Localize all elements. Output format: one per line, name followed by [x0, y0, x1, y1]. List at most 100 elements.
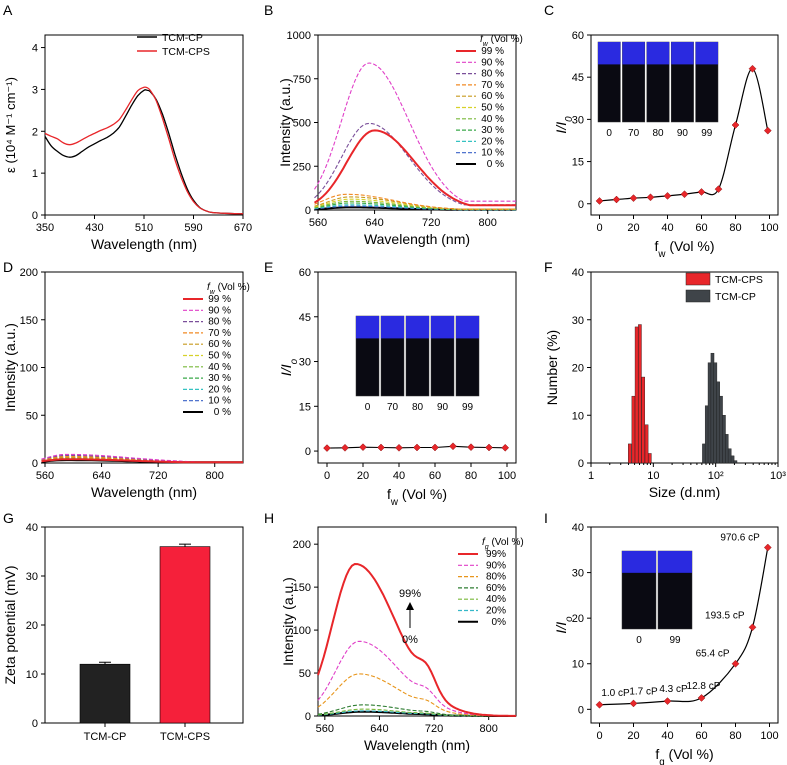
y-axis-label: Intensity (a.u.) — [280, 577, 296, 666]
inset-vial-cap — [658, 551, 692, 573]
histogram-bar-tcm-cp — [704, 405, 709, 464]
legend-label: 50 % — [208, 351, 231, 362]
panel-i-ytick-label: 30 — [572, 568, 584, 580]
panel-d-ytick-label: 50 — [26, 410, 38, 422]
inset-label: 99 — [669, 635, 681, 646]
y-axis-label: Number (%) — [544, 330, 560, 405]
inset-vial-cap — [646, 42, 670, 65]
panel-f: F 1 10 10² 10³ 0 10 20 30 40 Number (%) Size (d.nm)… — [544, 259, 786, 500]
inset-vial-cap — [598, 42, 621, 65]
panel-h-ytick-label: 100 — [293, 625, 311, 637]
legend-label: 0% — [492, 617, 507, 628]
panel-a-ytick-label: 2 — [32, 126, 38, 138]
inset-label: 99 — [462, 402, 474, 413]
legend-label: 60 % — [208, 339, 231, 350]
panel-i-xtick-label: 0 — [596, 730, 602, 742]
panel-a-xtick-label: 510 — [135, 222, 153, 234]
data-point — [595, 197, 604, 205]
y-axis-label: I/Io — [278, 358, 300, 376]
data-point — [341, 443, 349, 452]
category-label: TCM-CP — [84, 731, 127, 743]
data-point — [748, 623, 757, 632]
data-point — [663, 192, 672, 200]
panel-f-ytick-label: 10 — [572, 410, 584, 422]
inset-label: 90 — [677, 128, 689, 139]
inset-vial-cap — [381, 316, 404, 339]
panel-e: E 0 20 40 60 80 100 0 15 30 45 60 0 70 80 90 99 I/Io fw (V… — [264, 259, 517, 508]
panel-d-xtick-label: 800 — [206, 470, 224, 482]
spectrum-line-60pct — [317, 704, 516, 717]
x-axis-label: Size (d.nm) — [649, 484, 721, 500]
panel-i-frame — [590, 526, 779, 724]
data-point — [763, 543, 772, 552]
histogram-bar-tcm-cp — [730, 455, 735, 464]
viscosity-label: 65.4 cP — [696, 649, 730, 660]
panel-e-frame — [317, 271, 517, 464]
legend-label: 20 % — [481, 136, 504, 147]
panel-a-ytick-label: 1 — [32, 168, 38, 180]
panel-b-xtick-label: 800 — [479, 217, 497, 229]
spectrum-line-tcm-cp — [44, 89, 244, 215]
legend-label: 99% — [486, 549, 506, 560]
data-point — [714, 185, 723, 193]
x-axis-label: fw (Vol %) — [655, 238, 715, 260]
legend-label: 90 % — [208, 305, 231, 316]
panel-a: A 350 430 510 590 670 0 1 2 3 4 ε (10⁴ M⁻¹ cm⁻¹) Wav… — [3, 2, 252, 252]
panel-f-ytick-label: 0 — [578, 458, 584, 470]
panel-letter: H — [264, 510, 274, 526]
panel-h-ytick-label: 50 — [299, 668, 311, 680]
panel-b-xtick-label: 720 — [422, 217, 440, 229]
panel-e-ytick-label: 15 — [299, 401, 311, 413]
histogram-bar-tcm-cp — [713, 362, 718, 464]
legend-label: 70 % — [208, 328, 231, 339]
panel-e-xtick-label: 40 — [393, 470, 405, 482]
annotation-bottom: 0% — [402, 634, 418, 646]
panel-b: B 560 640 720 800 0 250 500 750 1000 Intensity (a.… — [264, 2, 523, 247]
viscosity-label: 1.7 cP — [629, 686, 658, 697]
legend-swatch — [685, 289, 711, 303]
panel-b-ytick-label: 1000 — [287, 30, 311, 42]
legend-label: TCM-CPS — [715, 274, 763, 286]
histogram-bar-tcm-cps — [631, 395, 636, 464]
data-point — [501, 443, 510, 452]
histogram-bar-tcm-cps — [628, 443, 632, 464]
legend-label: 99 % — [208, 294, 231, 305]
panel-i-xtick-label: 80 — [729, 730, 741, 742]
inset-vial-cap — [622, 551, 656, 573]
legend-label: 80% — [486, 572, 506, 583]
histogram-bar-tcm-cp — [710, 352, 715, 464]
histogram-bar-tcm-cps — [638, 324, 642, 464]
panel-letter: G — [3, 510, 14, 526]
panel-f-xtick-label: 10 — [647, 470, 659, 482]
panel-c-xtick-label: 20 — [627, 222, 639, 234]
panel-d: D 560 640 720 800 0 50 100 150 200 Intensity (a.u.… — [2, 259, 250, 500]
panel-d-ytick-label: 150 — [20, 315, 38, 327]
panel-letter: F — [544, 259, 553, 275]
panel-h-ytick-label: 0 — [305, 711, 311, 723]
inset-label: 0 — [606, 128, 612, 139]
panel-d-ytick-label: 0 — [32, 458, 38, 470]
panel-c-ytick-label: 45 — [572, 72, 584, 84]
panel-e-xtick-label: 0 — [324, 470, 330, 482]
x-axis-label: Wavelength (nm) — [364, 737, 470, 753]
legend-label: TCM-CP — [162, 32, 203, 44]
panel-e-ytick-label: 0 — [305, 446, 311, 458]
legend-label: 0 % — [487, 159, 504, 170]
histogram-bar-tcm-cp — [719, 395, 723, 464]
inset-label: 90 — [437, 402, 449, 413]
panel-c-frame — [590, 34, 779, 216]
panel-f-xtick-label: 10³ — [770, 470, 786, 482]
legend-label: 20% — [486, 606, 506, 617]
x-axis-label: fw (Vol %) — [387, 486, 447, 508]
histogram-bar-tcm-cps — [641, 376, 646, 464]
inset-label: 70 — [628, 128, 640, 139]
panel-a-xtick-label: 350 — [36, 222, 54, 234]
panel-d-ytick-label: 100 — [20, 363, 38, 375]
panel-c-xtick-label: 60 — [695, 222, 707, 234]
histogram-bar-tcm-cp — [727, 448, 732, 464]
inset-vial-cap — [431, 316, 454, 339]
panel-e-xtick-label: 100 — [498, 470, 516, 482]
data-point — [629, 699, 638, 708]
legend-label: 30 % — [208, 373, 231, 384]
